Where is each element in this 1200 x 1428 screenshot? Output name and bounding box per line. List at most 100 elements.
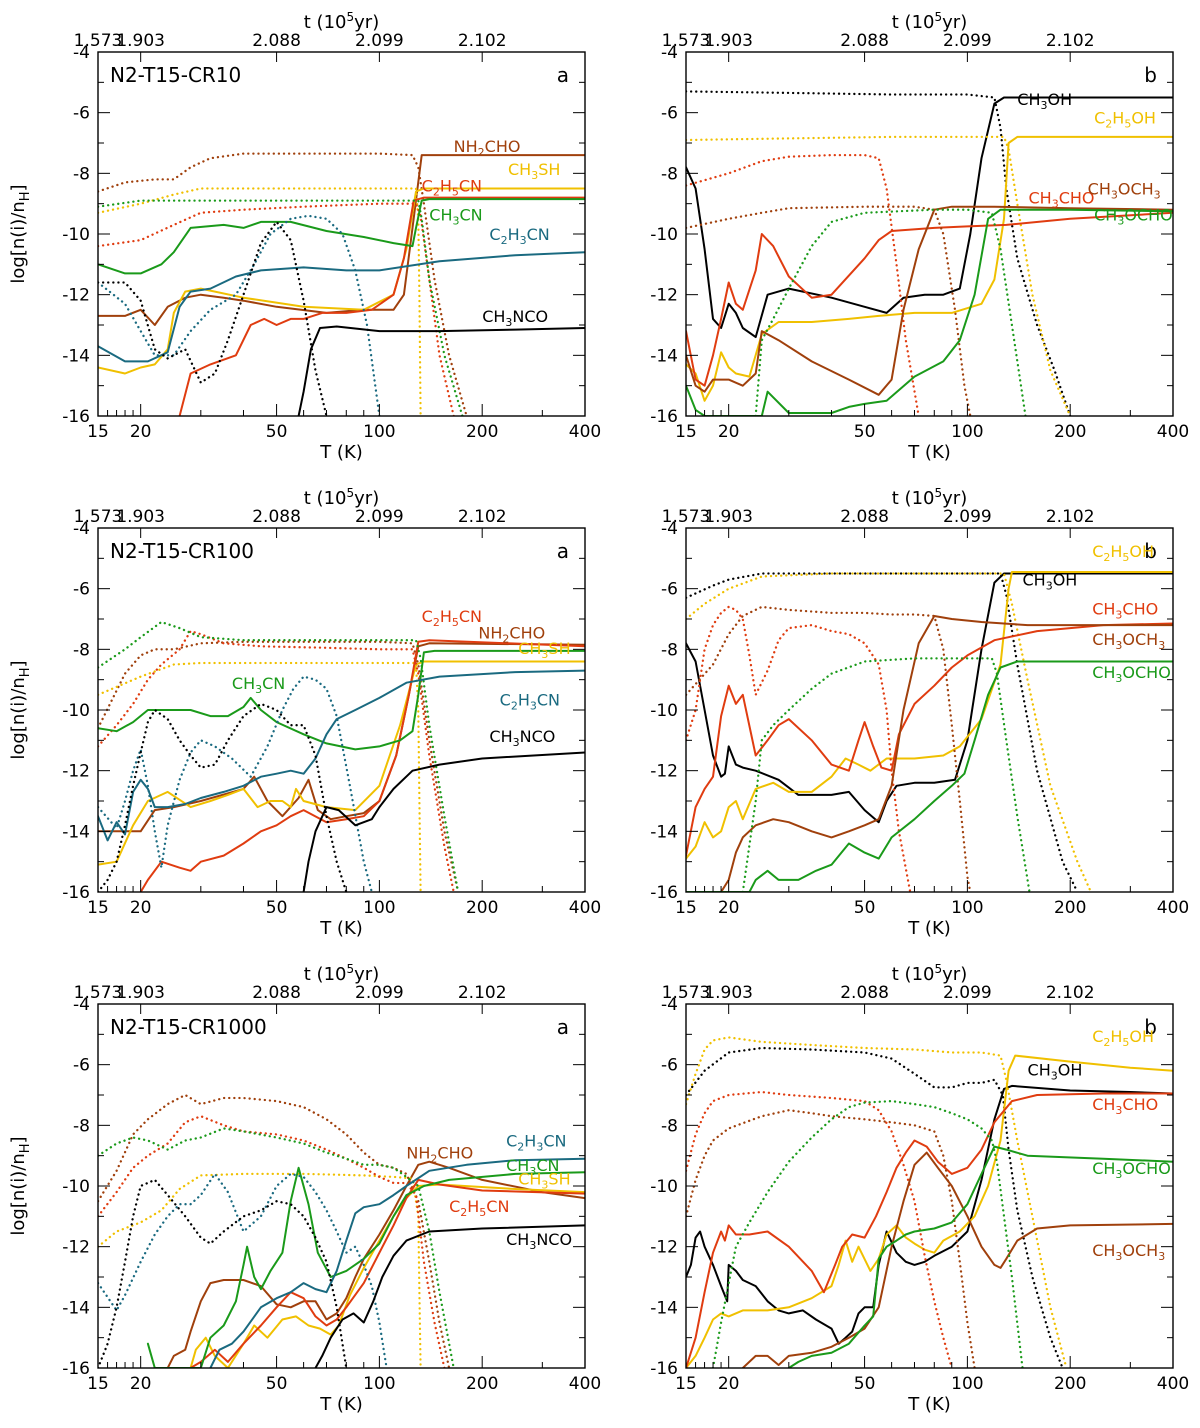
- y-tick-label: -12: [62, 762, 90, 782]
- series-ch3oh-gas: [686, 1084, 1173, 1345]
- series-ch3cho-gas: [686, 211, 1173, 387]
- series-ch3ocho-gas: [686, 660, 1173, 892]
- top-tick-label: 2.102: [1046, 983, 1095, 1003]
- label-nh2cho: NH2CHO: [478, 624, 545, 646]
- y-tick-label: -12: [650, 762, 678, 782]
- label-ch3ocho: CH3OCHO: [1094, 205, 1173, 227]
- series-c2h5oh-ice: [686, 572, 1093, 892]
- series-group: [686, 1036, 1173, 1368]
- y-tick-label: -6: [661, 580, 678, 600]
- y-tick-label: -14: [62, 1298, 90, 1318]
- series-ch3oh-ice: [686, 572, 1079, 892]
- label-ch3oh: CH3OH: [1017, 90, 1072, 112]
- series-ch3sh-gas: [189, 1183, 585, 1368]
- y-tick-label: -4: [73, 43, 90, 63]
- series-group: [98, 152, 585, 416]
- y-tick-label: -10: [650, 1177, 678, 1197]
- series-ch3och3-ice: [686, 1109, 976, 1368]
- top-axis-label: t (105yr): [304, 486, 379, 509]
- panel-letter: a: [557, 63, 569, 87]
- x-tick-label: 200: [466, 422, 498, 442]
- panel-letter: a: [557, 539, 569, 563]
- series-ch3cn-gas: [146, 1166, 585, 1368]
- y-tick-label: -10: [650, 225, 678, 245]
- plot-frame: [685, 1003, 1174, 1369]
- top-tick-label: 1.573: [74, 31, 123, 51]
- y-tick-label: -8: [661, 1116, 678, 1136]
- x-tick-label: 200: [1054, 898, 1086, 918]
- series-ch3och3-gas: [741, 1151, 1173, 1368]
- x-tick-label: 400: [569, 1374, 601, 1394]
- label-nh2cho: NH2CHO: [406, 1144, 473, 1166]
- panel-letter: b: [1144, 63, 1157, 87]
- label-ch3nco: CH3NCO: [506, 1230, 572, 1252]
- x-tick-label: 15: [87, 898, 109, 918]
- x-axis-label: T (K): [907, 1394, 951, 1415]
- top-tick-label: 1.573: [662, 507, 711, 527]
- label-ch3oh: CH3OH: [1022, 571, 1077, 593]
- label-c2h5cn: C2H5CN: [422, 607, 482, 629]
- x-tick-label: 15: [675, 898, 697, 918]
- series-ch3och3-ice: [686, 605, 972, 892]
- y-tick-label: -14: [650, 822, 678, 842]
- top-tick-label: 1.573: [662, 983, 711, 1003]
- series-ch3oh-gas: [686, 572, 1173, 824]
- y-tick-label: -8: [661, 640, 678, 660]
- y-tick-label: -12: [650, 286, 678, 306]
- y-axis-label: log[n(i)/nH]: [8, 1136, 33, 1235]
- x-tick-label: 20: [718, 1374, 740, 1394]
- top-tick-label: 2.088: [252, 983, 301, 1003]
- x-tick-label: 400: [1157, 1374, 1189, 1394]
- top-tick-label: 2.088: [252, 31, 301, 51]
- series-c2h3cn-ice: [98, 1172, 388, 1368]
- series-c2h5cn-ice: [98, 629, 455, 892]
- series-group: [686, 571, 1173, 892]
- y-tick-label: -6: [73, 1056, 90, 1076]
- label-ch3cn: CH3CN: [429, 205, 482, 227]
- series-ch3cho-gas: [686, 1092, 1173, 1368]
- x-tick-label: 50: [854, 898, 876, 918]
- label-c2h3cn: C2H3CN: [506, 1132, 566, 1154]
- series-group: [98, 1093, 585, 1368]
- y-axis-label: log[n(i)/nH]: [8, 184, 33, 283]
- y-tick-label: -6: [73, 580, 90, 600]
- label-ch3cho: CH3CHO: [1092, 599, 1158, 621]
- x-tick-label: 100: [951, 1374, 983, 1394]
- label-c2h3cn: C2H3CN: [500, 690, 560, 712]
- series-ch3sh-ice: [98, 187, 422, 416]
- y-tick-label: -14: [62, 346, 90, 366]
- series-c2h3cn-gas: [98, 669, 585, 842]
- panel-letter: b: [1144, 539, 1157, 563]
- series-ch3sh-ice: [98, 1172, 422, 1368]
- x-tick-label: 15: [87, 422, 109, 442]
- x-tick-label: 200: [466, 898, 498, 918]
- x-axis-label: T (K): [907, 918, 951, 939]
- y-tick-label: -16: [62, 407, 90, 427]
- x-tick-label: 400: [569, 898, 601, 918]
- series-c2h5cn-ice: [98, 202, 455, 416]
- y-axis-label: log[n(i)/nH]: [8, 660, 33, 759]
- y-tick-label: -6: [73, 104, 90, 124]
- x-axis-label: T (K): [907, 442, 951, 463]
- series-c2h3cn-ice: [98, 214, 381, 416]
- series-ch3ocho-ice: [741, 657, 1031, 892]
- series-group: [686, 90, 1173, 416]
- series-c2h3cn-gas: [209, 1157, 585, 1368]
- label-ch3cn: CH3CN: [232, 674, 285, 696]
- top-tick-label: 1.903: [116, 31, 165, 51]
- top-axis-label: t (105yr): [892, 962, 967, 985]
- panel-letter: b: [1144, 1015, 1157, 1039]
- series-ch3och3-gas: [686, 205, 1173, 396]
- label-ch3och3: CH3OCH3: [1088, 180, 1161, 202]
- series-nh2cho-ice: [98, 640, 460, 892]
- x-tick-label: 15: [675, 1374, 697, 1394]
- top-tick-label: 2.088: [840, 507, 889, 527]
- label-ch3sh: CH3SH: [518, 639, 570, 661]
- label-ch3sh: CH3SH: [508, 160, 560, 182]
- panel-title: N2-T15-CR1000: [110, 1015, 267, 1039]
- x-tick-label: 20: [718, 422, 740, 442]
